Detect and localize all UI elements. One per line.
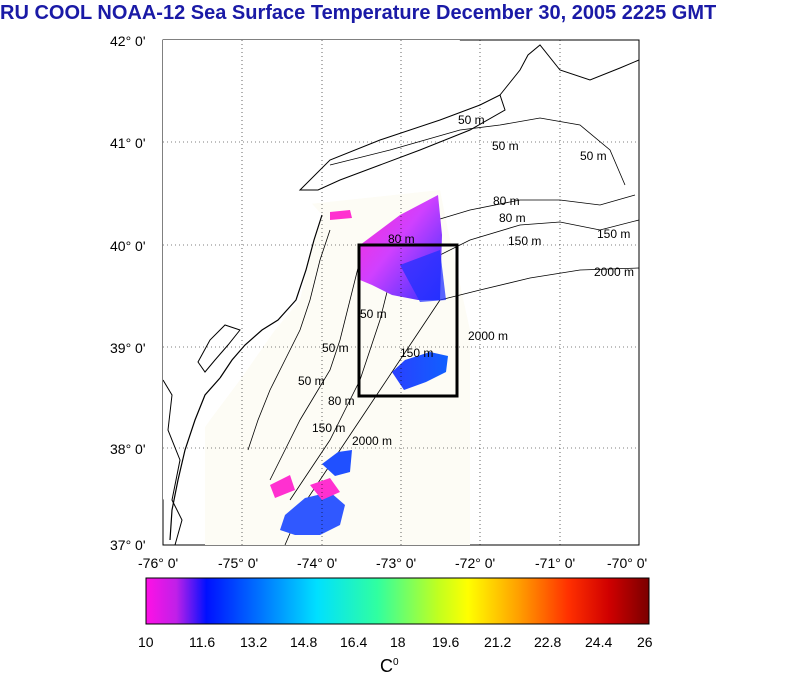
colorbar-tick-label: 13.2: [240, 634, 267, 650]
latitude-axis: 42° 0' 41° 0' 40° 0' 39° 0' 38° 0' 37° 0…: [110, 33, 146, 553]
study-box: [357, 243, 459, 398]
contour-label: 80 m: [499, 211, 526, 225]
coastline-new-england: [499, 44, 639, 96]
colorbar-tick-label: 19.6: [432, 634, 459, 650]
contour-label: 80 m: [493, 194, 520, 208]
colorbar-tick-label: 26: [637, 634, 653, 650]
contour-labels: 50 m 50 m 50 m 80 m 80 m 80 m 150 m 150 …: [298, 113, 634, 448]
colorbar-tick-label: 10: [138, 634, 154, 650]
delaware-bay: [197, 324, 241, 373]
colorbar: [145, 577, 650, 625]
chesapeake-shore: [163, 379, 183, 545]
sst-patch-magenta-1: [270, 475, 295, 498]
sst-patch-south-1: [322, 450, 352, 476]
contour-label: 50 m: [298, 374, 325, 388]
contour-label: 150 m: [400, 346, 433, 360]
lon-tick-label: -70° 0': [607, 555, 647, 571]
lon-tick-label: -73° 0': [376, 555, 416, 571]
contour-label: 2000 m: [352, 434, 392, 448]
colorbar-tick-label: 11.6: [189, 634, 215, 650]
contour-label: 150 m: [312, 421, 345, 435]
lon-tick-label: -74° 0': [297, 555, 337, 571]
contour-label: 80 m: [328, 394, 355, 408]
lat-tick-label: 41° 0': [110, 135, 146, 151]
coastline-delaware: [169, 377, 221, 541]
longitude-axis: -76° 0' -75° 0' -74° 0' -73° 0' -72° 0' …: [138, 555, 647, 571]
lon-tick-label: -75° 0': [218, 555, 258, 571]
lat-tick-label: 39° 0': [110, 340, 146, 356]
colorbar-tick-label: 22.8: [534, 634, 561, 650]
lat-tick-label: 40° 0': [110, 238, 146, 254]
contour-80m-b: [269, 259, 361, 481]
colorbar-unit-sup: 0: [393, 657, 399, 668]
lon-tick-label: -71° 0': [535, 555, 575, 571]
colorbar-tick-label: 18: [390, 634, 406, 650]
colorbar-tick-label: 16.4: [340, 634, 367, 650]
colorbar-tick-label: 14.8: [290, 634, 317, 650]
contour-label: 2000 m: [468, 329, 508, 343]
map-title: RU COOL NOAA-12 Sea Surface Temperature …: [0, 2, 717, 24]
lat-tick-label: 37° 0': [110, 537, 146, 553]
contour-label: 150 m: [508, 234, 541, 248]
contour-label: 150 m: [597, 227, 630, 241]
sst-patch-east: [400, 250, 446, 302]
lon-tick-label: -76° 0': [138, 555, 178, 571]
lat-tick-label: 38° 0': [110, 441, 146, 457]
sst-patch-magenta-2: [310, 478, 340, 500]
colorbar-unit-base: C: [380, 656, 393, 676]
land-mass: [163, 40, 460, 500]
sst-patch-mid: [392, 352, 448, 390]
coastline-long-island: [298, 94, 506, 191]
contour-label: 50 m: [492, 139, 519, 153]
contour-50m-b: [247, 229, 331, 451]
contour-label: 50 m: [580, 149, 607, 163]
contour-50m: [329, 117, 626, 186]
grid: [163, 40, 639, 545]
contour-150m-b: [289, 279, 391, 501]
contour-label: 80 m: [388, 232, 415, 246]
lon-tick-label: -72° 0': [455, 555, 495, 571]
colorbar-tick-label: 21.2: [484, 634, 511, 650]
colorbar-ticks: 10 11.6 13.2 14.8 16.4 18 19.6 21.2 22.8…: [138, 634, 653, 650]
contour-2000m: [439, 267, 639, 301]
colorbar-tick-label: 24.4: [585, 634, 612, 650]
sst-patch-south-2: [280, 492, 345, 535]
coastline-new-jersey: [219, 214, 323, 379]
sst-patch-magenta-3: [330, 210, 352, 220]
lat-tick-label: 42° 0': [110, 33, 146, 49]
contour-label: 2000 m: [594, 265, 634, 279]
contour-label: 50 m: [458, 113, 485, 127]
contour-label: 50 m: [360, 307, 387, 321]
contour-label: 50 m: [322, 341, 349, 355]
colorbar-units: C0: [380, 656, 399, 677]
